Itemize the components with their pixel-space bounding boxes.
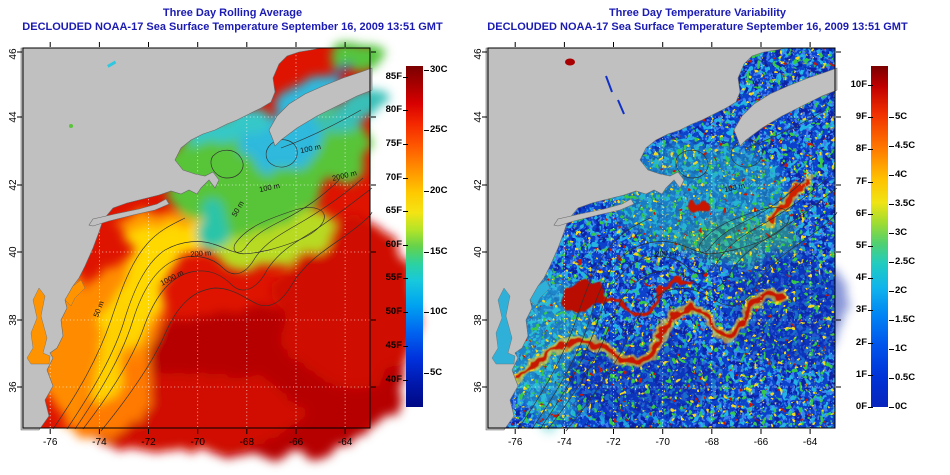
y-axis-labels: 46 44 42 40 38 36 (8, 48, 19, 393)
y-tick-label: 44 (473, 111, 484, 123)
colorbar-label-c: 4C (889, 170, 929, 180)
colorbar-label-c: 0.5C (889, 373, 929, 383)
colorbar-label-c: 10C (424, 307, 464, 317)
x-axis-labels: -76 -74 -72 -70 -68 -66 -64 (43, 437, 353, 448)
x-tick-label: -72 (141, 437, 156, 448)
x-axis-labels: -76 -74 -72 -70 -68 -66 -64 (508, 437, 818, 448)
colorbar-label-c: 15C (424, 247, 464, 257)
colorbar-label-f: 85F (370, 72, 408, 82)
contour-label-100m-a: 100 m (258, 181, 280, 194)
contour-label-200m: 200 m (190, 248, 211, 258)
x-tick-label: -66 (754, 437, 769, 448)
colorbar-label-c: 25C (424, 125, 464, 135)
colorbar-label-f: 45F (370, 341, 408, 351)
colorbar-label-f: 2F (835, 338, 873, 348)
x-tick-label: -76 (43, 437, 58, 448)
contour-label-200m: 200 m (655, 248, 676, 258)
variability-panel: Three Day Temperature Variability DECLOU… (465, 0, 930, 475)
y-tick-label: 46 (8, 48, 19, 60)
colorbar-label-f: 8F (835, 144, 873, 154)
left-title: Three Day Rolling Average DECLOUDED NOAA… (0, 6, 465, 34)
cloud-artifacts (69, 60, 117, 128)
y-tick-label: 36 (473, 381, 484, 393)
colorbar-label-f: 75F (370, 139, 408, 149)
x-tick-label: -74 (557, 437, 572, 448)
y-tick-label: 40 (473, 246, 484, 258)
colorbar-label-c: 30C (424, 65, 464, 75)
left-title-line2: DECLOUDED NOAA-17 Sea Surface Temperatur… (22, 21, 443, 33)
colorbar-label-f: 5F (835, 241, 873, 251)
y-tick-label: 40 (8, 246, 19, 258)
y-tick-label: 38 (8, 314, 19, 326)
y-tick-label: 36 (8, 381, 19, 393)
colorbar-label-f: 7F (835, 177, 873, 187)
colorbar-label-f: 10F (835, 80, 873, 90)
sst-colorbar (406, 66, 423, 407)
colorbar-label-f: 50F (370, 307, 408, 317)
y-tick-label: 42 (473, 179, 484, 191)
colorbar-label-f: 1F (835, 370, 873, 380)
x-tick-label: -76 (508, 437, 523, 448)
cloud-artifacts (565, 58, 625, 115)
colorbar-label-f: 55F (370, 273, 408, 283)
colorbar-label-f: 40F (370, 375, 408, 385)
y-tick-label: 38 (473, 314, 484, 326)
right-title: Three Day Temperature Variability DECLOU… (465, 6, 930, 34)
colorbar-label-f: 60F (370, 240, 408, 250)
x-tick-label: -72 (606, 437, 621, 448)
colorbar-label-c: 2C (889, 286, 929, 296)
variability-map: 100 m 200 m -76 -74 -72 -70 -68 -66 -64 … (473, 41, 848, 448)
x-tick-label: -66 (289, 437, 304, 448)
colorbar-label-c: 3.5C (889, 199, 929, 209)
right-title-line1: Three Day Temperature Variability (608, 7, 787, 19)
sst-map: 50 m 50 m 100 m 100 m 200 m 1000 m 2000 … (8, 41, 418, 458)
variability-colorbar (871, 66, 888, 407)
colorbar-label-c: 1C (889, 344, 929, 354)
colorbar-label-f: 6F (835, 209, 873, 219)
x-tick-label: -64 (338, 437, 353, 448)
y-tick-label: 46 (473, 48, 484, 60)
y-axis-labels: 46 44 42 40 38 36 (473, 48, 484, 393)
colorbar-label-f: 3F (835, 305, 873, 315)
x-tick-label: -68 (705, 437, 720, 448)
colorbar-label-f: 9F (835, 112, 873, 122)
x-tick-label: -70 (655, 437, 670, 448)
colorbar-label-c: 20C (424, 186, 464, 196)
y-tick-label: 42 (8, 179, 19, 191)
y-tick-label: 44 (8, 111, 19, 123)
depth-contour-labels: 100 m 200 m (655, 181, 746, 259)
right-title-line2: DECLOUDED NOAA-17 Sea Surface Temperatur… (487, 21, 908, 33)
colorbar-label-c: 5C (424, 368, 464, 378)
x-tick-label: -68 (240, 437, 255, 448)
colorbar-label-f: 80F (370, 105, 408, 115)
sst-average-panel: Three Day Rolling Average DECLOUDED NOAA… (0, 0, 465, 475)
colorbar-label-f: 0F (835, 402, 873, 412)
colorbar-label-c: 3C (889, 228, 929, 238)
colorbar-label-c: 0C (889, 402, 929, 412)
colorbar-label-c: 2.5C (889, 257, 929, 267)
contour-label-100m: 100 m (723, 181, 745, 194)
contour-label-100m-b: 100 m (299, 142, 321, 155)
x-tick-label: -70 (190, 437, 205, 448)
left-title-line1: Three Day Rolling Average (162, 7, 303, 19)
x-tick-label: -74 (92, 437, 107, 448)
colorbar-label-f: 4F (835, 273, 873, 283)
colorbar-label-c: 1.5C (889, 315, 929, 325)
colorbar-label-c: 5C (889, 112, 929, 122)
colorbar-label-c: 4.5C (889, 141, 929, 151)
colorbar-label-f: 70F (370, 173, 408, 183)
colorbar-label-f: 65F (370, 206, 408, 216)
x-tick-label: -64 (803, 437, 818, 448)
